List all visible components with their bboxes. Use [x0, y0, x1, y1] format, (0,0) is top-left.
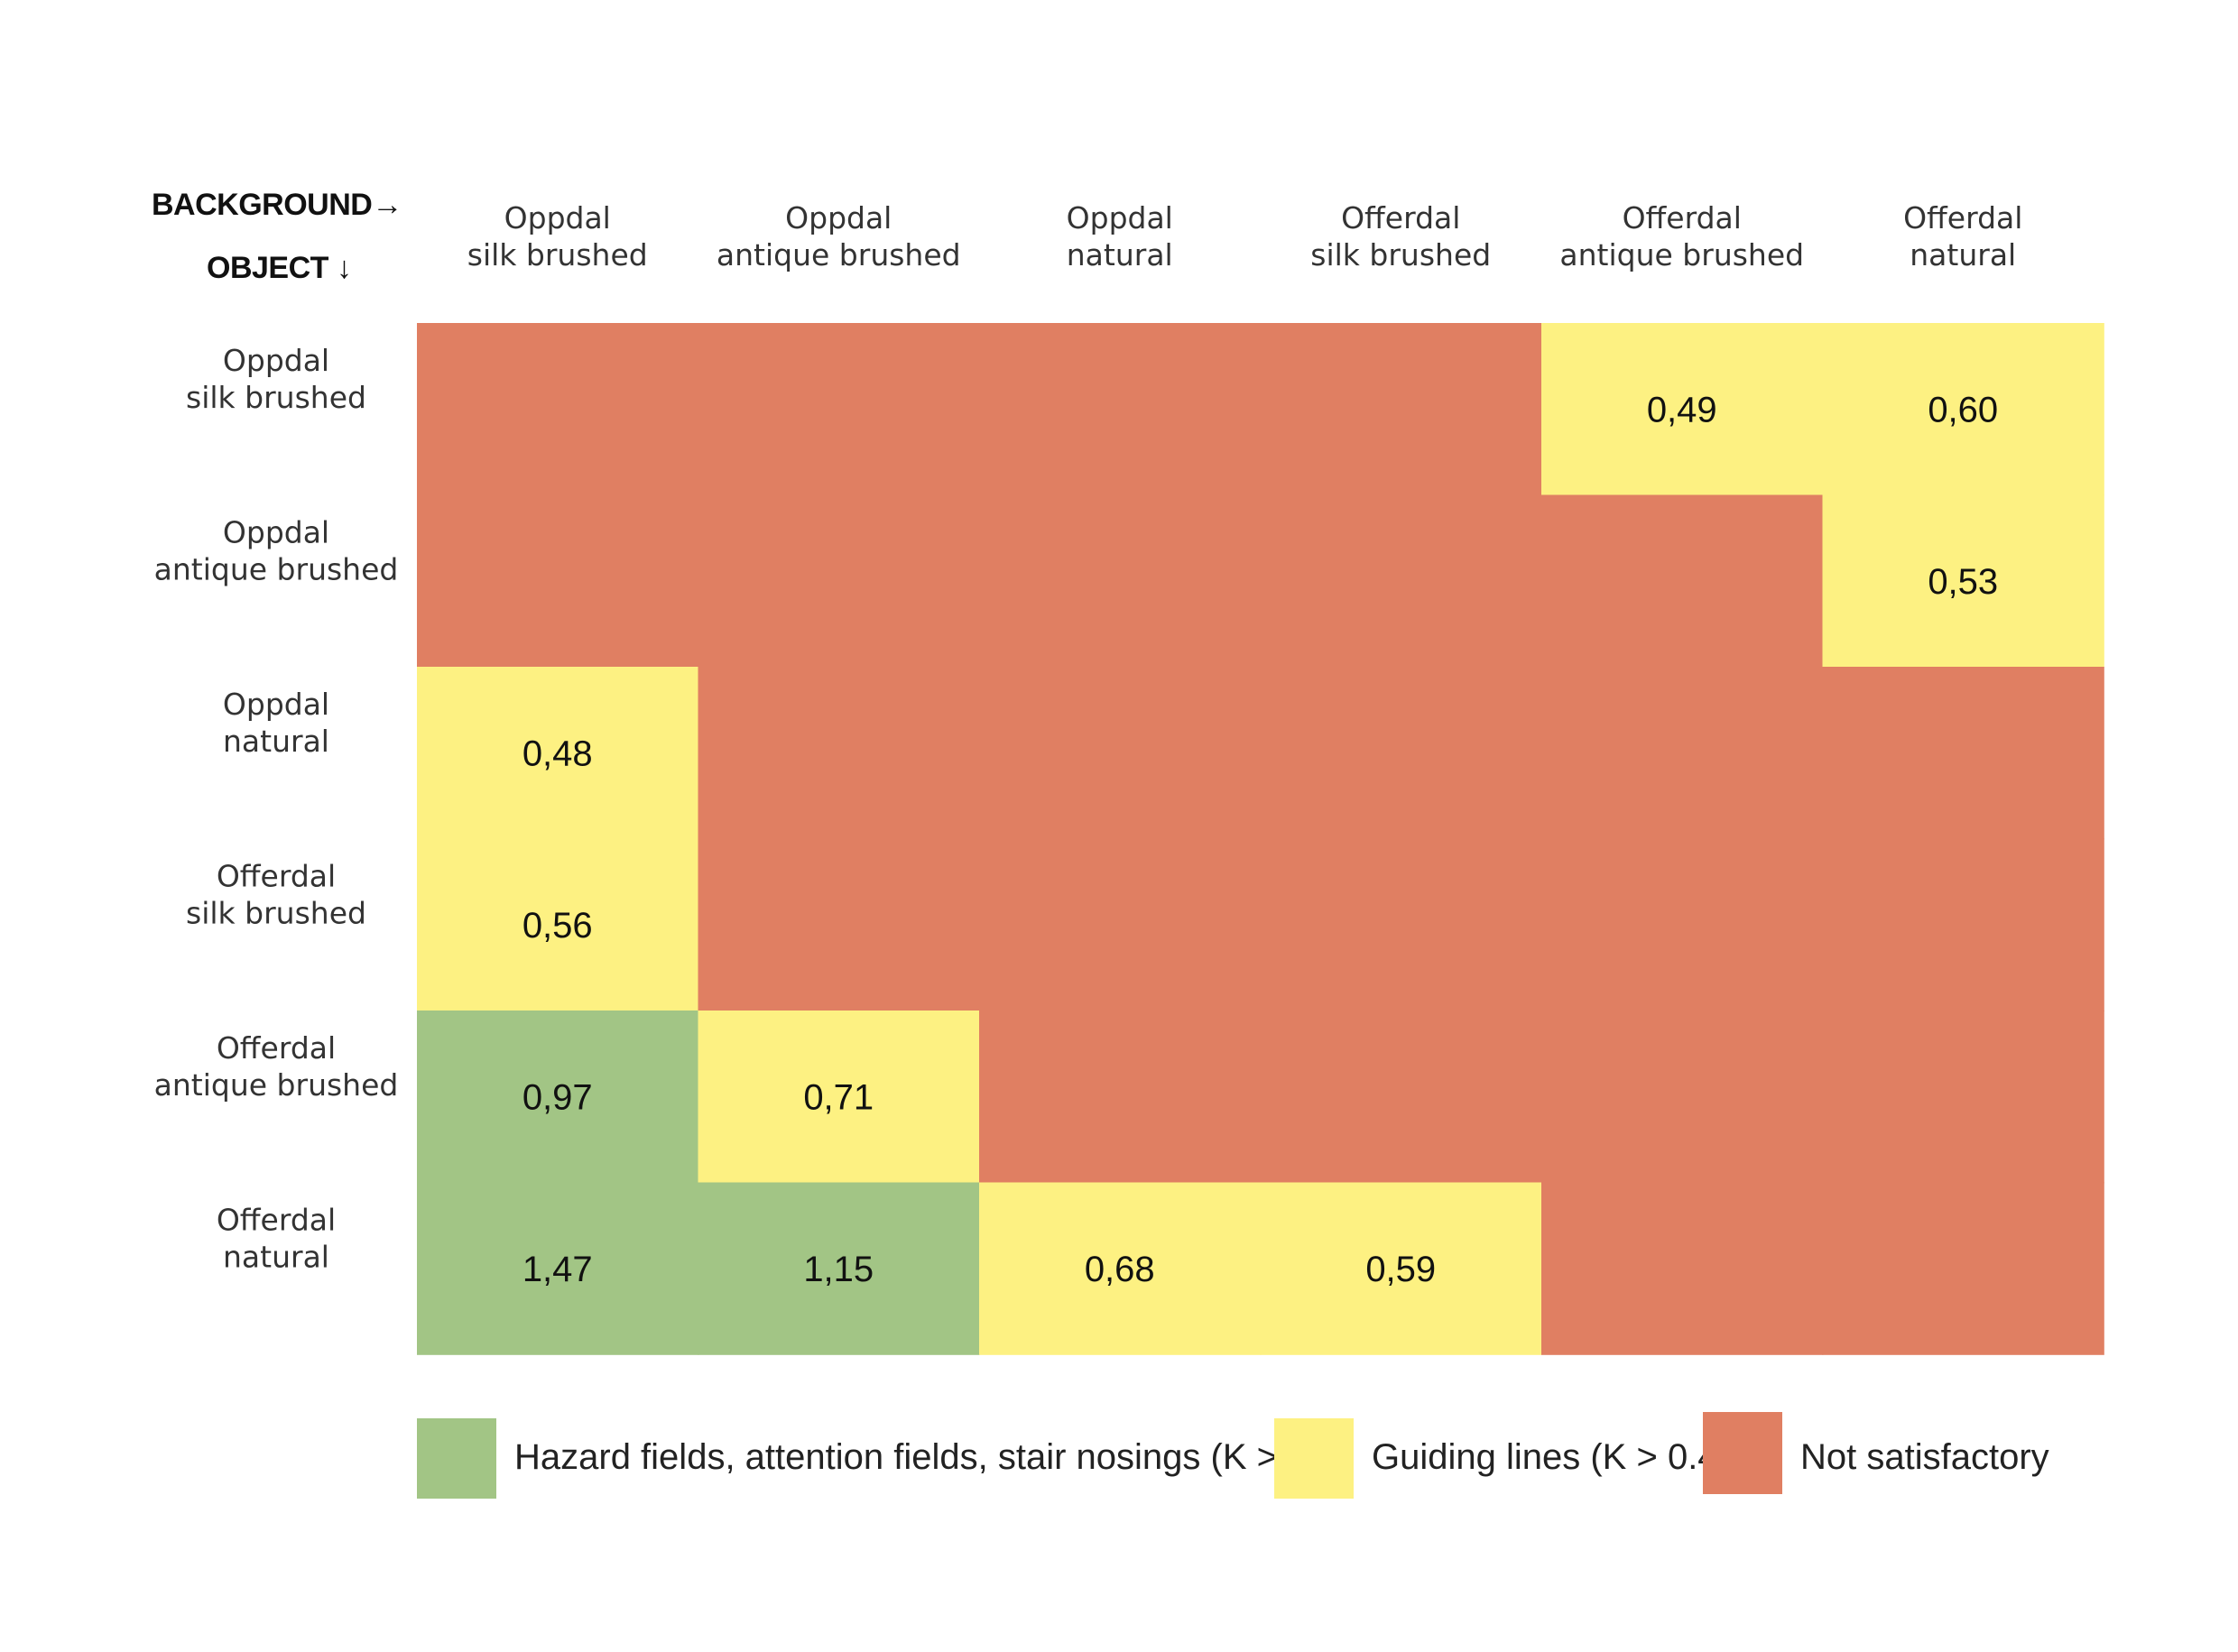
heatmap-cell	[1822, 494, 2104, 668]
cell-value: 1,47	[523, 1250, 593, 1289]
heatmap-cell	[1260, 323, 1542, 496]
cell-value: 0,56	[523, 906, 593, 946]
row-label: Oppdal	[223, 687, 329, 722]
row-label: silk brushed	[186, 896, 366, 931]
legend: Hazard fields, attention fields, stair n…	[417, 1412, 2049, 1499]
cell-value: 1,15	[803, 1250, 874, 1289]
heatmap-cell	[979, 1182, 1262, 1355]
column-label: Offerdal	[1623, 200, 1742, 235]
legend-label: Guiding lines (K > 0.4)	[1372, 1437, 1730, 1477]
cell-value: 0,60	[1928, 390, 1998, 429]
heatmap-cell	[1260, 494, 1542, 668]
heatmap-cell	[979, 1011, 1262, 1184]
heatmap-cell	[698, 1011, 980, 1184]
column-label: silk brushed	[467, 237, 648, 272]
heatmap-cell	[1822, 838, 2104, 1011]
column-label: Oppdal	[1067, 200, 1173, 235]
heatmap-cell	[1822, 1011, 2104, 1184]
column-label: silk brushed	[1310, 237, 1491, 272]
heatmap-cell	[979, 667, 1262, 840]
heatmap-cell	[1822, 667, 2104, 840]
heatmap-cell	[1541, 494, 1824, 668]
row-label: Oppdal	[223, 343, 329, 378]
heatmap-cell	[1541, 1182, 1824, 1355]
heatmap-cell	[1260, 1011, 1542, 1184]
heatmap-cell	[1541, 1011, 1824, 1184]
heatmap-cell	[1541, 323, 1824, 496]
heatmap-cell	[1541, 667, 1824, 840]
cell-value: 0,48	[523, 734, 593, 773]
legend-swatch	[417, 1418, 496, 1499]
column-label: antique brushed	[717, 237, 961, 272]
heatmap-cell	[417, 838, 699, 1011]
cell-value: 0,59	[1365, 1250, 1436, 1289]
heatmap-cell	[979, 494, 1262, 668]
column-label: antique brushed	[1559, 237, 1804, 272]
heatmap-cells	[417, 323, 2104, 1355]
row-label: Offerdal	[217, 1030, 336, 1066]
legend-label: Hazard fields, attention fields, stair n…	[514, 1437, 1350, 1477]
heatmap-cell	[698, 667, 980, 840]
column-label: Oppdal	[785, 200, 892, 235]
row-label: natural	[223, 724, 329, 759]
heatmap-cell	[698, 838, 980, 1011]
row-label: Oppdal	[223, 515, 329, 550]
legend-swatch	[1274, 1418, 1354, 1499]
row-label: natural	[223, 1240, 329, 1275]
legend-swatch	[1703, 1412, 1782, 1494]
column-label: Offerdal	[1341, 200, 1460, 235]
heatmap-cell	[417, 1182, 699, 1355]
heatmap-cell	[417, 667, 699, 840]
cell-value: 0,49	[1647, 390, 1717, 429]
object-axis-title: OBJECT ↓	[207, 251, 352, 285]
cell-value: 0,71	[803, 1077, 874, 1117]
row-label: antique brushed	[154, 552, 399, 587]
heatmap-cell	[1822, 1182, 2104, 1355]
column-label: natural	[1067, 237, 1173, 272]
column-label: Oppdal	[504, 200, 611, 235]
row-label: Offerdal	[217, 1203, 336, 1238]
cell-value: 0,68	[1085, 1250, 1155, 1289]
heatmap-cell	[1822, 323, 2104, 496]
column-label: natural	[1910, 237, 2016, 272]
heatmap-cell	[1260, 667, 1542, 840]
cell-values: 0,49 0,60 0,53 0,48 0,56 0,97 0,71 1,47 1,15 0,68…	[523, 390, 1998, 1289]
row-label: antique brushed	[154, 1067, 399, 1103]
heatmap-cell	[698, 323, 980, 496]
heatmap-cell	[979, 323, 1262, 496]
heatmap-cell	[1260, 1182, 1542, 1355]
heatmap-cell	[1260, 838, 1542, 1011]
cell-value: 0,53	[1928, 562, 1998, 602]
heatmap-cell	[417, 494, 699, 668]
heatmap-cell	[417, 323, 699, 496]
cell-value: 0,97	[523, 1077, 593, 1117]
heatmap-cell	[979, 838, 1262, 1011]
background-axis-title: BACKGROUND→	[152, 188, 402, 222]
row-label: Offerdal	[217, 859, 336, 894]
column-label: Offerdal	[1903, 200, 2022, 235]
heatmap-cell	[698, 494, 980, 668]
heatmap-cell	[698, 1182, 980, 1355]
row-label: silk brushed	[186, 380, 366, 415]
legend-label: Not satisfactory	[1800, 1437, 2049, 1477]
heatmap-cell	[1541, 838, 1824, 1011]
heatmap-cell	[417, 1011, 699, 1184]
